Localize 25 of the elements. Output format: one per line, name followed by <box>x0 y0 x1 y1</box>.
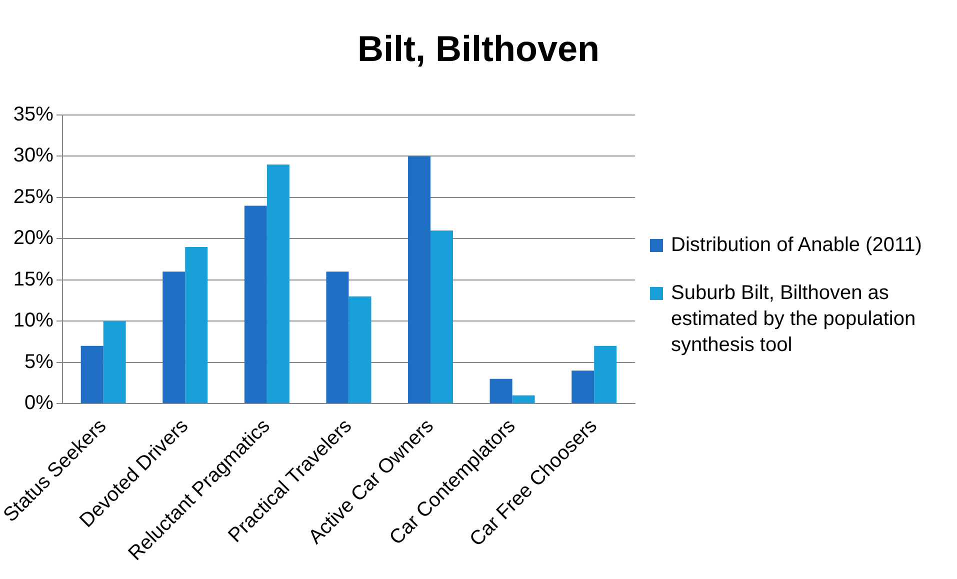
y-tick-label: 0% <box>24 392 54 414</box>
bar <box>326 272 349 404</box>
y-tick-label: 10% <box>13 310 54 332</box>
y-tick-label: 5% <box>24 350 54 373</box>
bar <box>490 378 512 404</box>
bar <box>512 395 535 404</box>
y-tick-label: 30% <box>13 144 54 167</box>
bar <box>594 346 617 404</box>
bar <box>266 164 290 404</box>
bar <box>572 370 594 404</box>
bar <box>162 272 186 404</box>
bar <box>185 246 208 404</box>
bar <box>408 156 431 404</box>
bar <box>244 206 267 404</box>
y-tick-label: 20% <box>13 227 54 250</box>
chart-title: Bilt, Bilthoven <box>356 28 600 70</box>
y-tick-label: 25% <box>13 186 54 208</box>
bar <box>348 296 372 404</box>
bar <box>80 346 104 404</box>
legend-label: Distribution of Anable (2011) <box>671 233 922 258</box>
bar <box>430 230 454 404</box>
bar <box>103 321 126 404</box>
legend-label: Suburb Bilt, Bilthoven as estimated by the population synthesis tool <box>671 281 917 358</box>
y-tick-label: 15% <box>13 268 54 290</box>
y-tick-label: 35% <box>13 104 54 126</box>
